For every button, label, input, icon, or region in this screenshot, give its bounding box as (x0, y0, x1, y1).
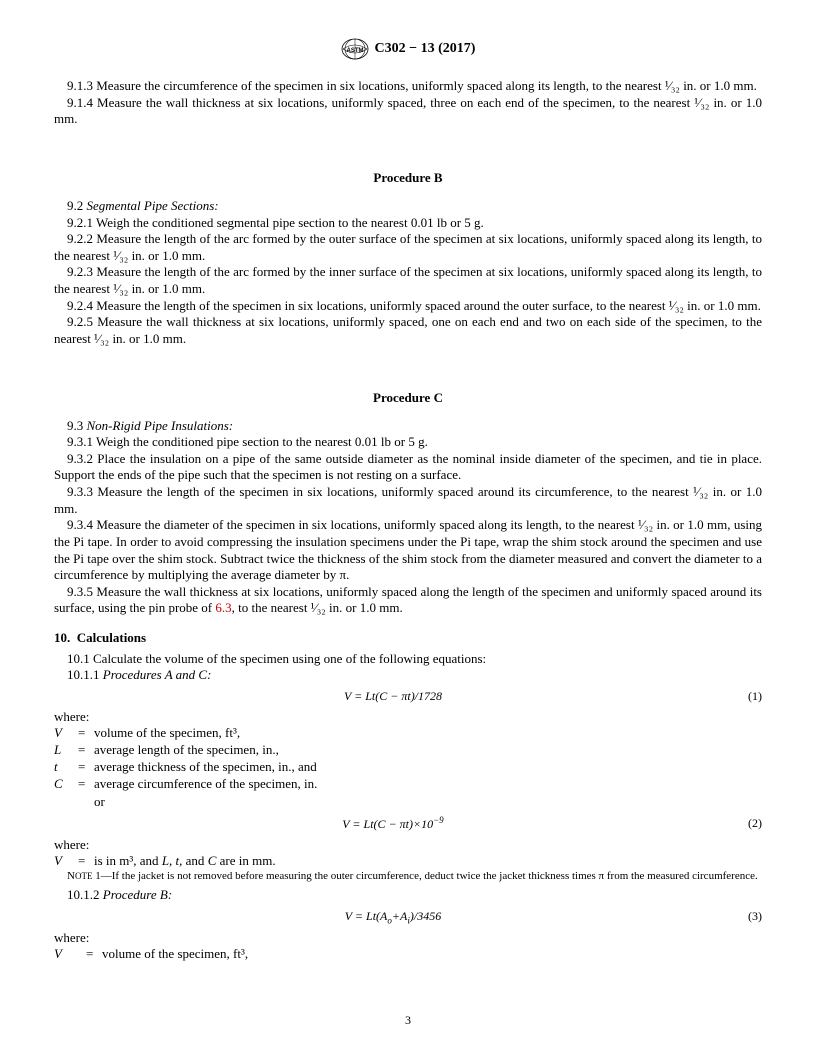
equation-3-number: (3) (732, 909, 762, 924)
where-label-3: where: (54, 930, 762, 946)
equation-3: V = Lt(Ao+Ai)/3456 (3) (54, 909, 762, 925)
or-separator: or (94, 794, 762, 810)
where-list-3: V=volume of the specimen, ft³, (54, 946, 762, 963)
para-9-2-5: 9.2.5 Measure the wall thickness at six … (54, 314, 762, 347)
para-10-1-2: 10.1.2 Procedure B: (54, 887, 762, 904)
equation-2-number: (2) (732, 816, 762, 831)
equation-1-formula: V = Lt(C − πt)/1728 (54, 689, 732, 704)
where-label-1: where: (54, 709, 762, 725)
equation-1: V = Lt(C − πt)/1728 (1) (54, 689, 762, 704)
para-9-3-4: 9.3.4 Measure the diameter of the specim… (54, 517, 762, 584)
where-label-2: where: (54, 837, 762, 853)
note-1: NOTE 1—If the jacket is not removed befo… (54, 870, 762, 884)
ref-link-6-3[interactable]: 6.3 (215, 600, 231, 615)
para-9-2-2: 9.2.2 Measure the length of the arc form… (54, 231, 762, 264)
para-9-3: 9.3 Non-Rigid Pipe Insulations: (54, 418, 762, 435)
astm-logo: ASTM (341, 38, 369, 60)
svg-text:ASTM: ASTM (346, 48, 363, 54)
para-9-3-1: 9.3.1 Weigh the conditioned pipe section… (54, 434, 762, 451)
procedure-b-heading: Procedure B (54, 170, 762, 186)
equation-1-number: (1) (732, 689, 762, 704)
equation-2: V = Lt(C − πt)×10−9 (2) (54, 815, 762, 832)
para-9-1-4: 9.1.4 Measure the wall thickness at six … (54, 95, 762, 128)
where-list-1: V=volume of the specimen, ft³, L=average… (54, 725, 762, 793)
section-10-title: 10. Calculations (54, 630, 762, 647)
document-title: C302 − 13 (2017) (375, 41, 476, 57)
para-10-1: 10.1 Calculate the volume of the specime… (54, 651, 762, 668)
para-9-2-3: 9.2.3 Measure the length of the arc form… (54, 264, 762, 297)
procedure-c-heading: Procedure C (54, 390, 762, 406)
equation-2-formula: V = Lt(C − πt)×10−9 (54, 815, 732, 832)
para-10-1-1: 10.1.1 Procedures A and C: (54, 667, 762, 684)
page-number: 3 (0, 1013, 816, 1028)
note-1-label: NOTE 1— (67, 870, 112, 882)
para-9-3-3: 9.3.3 Measure the length of the specimen… (54, 484, 762, 517)
para-9-2-4: 9.2.4 Measure the length of the specimen… (54, 298, 762, 315)
para-9-1-3: 9.1.3 Measure the circumference of the s… (54, 78, 762, 95)
equation-3-formula: V = Lt(Ao+Ai)/3456 (54, 909, 732, 925)
para-9-2-1: 9.2.1 Weigh the conditioned segmental pi… (54, 215, 762, 232)
para-9-3-5: 9.3.5 Measure the wall thickness at six … (54, 584, 762, 617)
para-9-2: 9.2 Segmental Pipe Sections: (54, 198, 762, 215)
document-header: ASTM C302 − 13 (2017) (54, 38, 762, 64)
para-9-3-2: 9.3.2 Place the insulation on a pipe of … (54, 451, 762, 484)
where-list-2: V=is in m³, and L, t, and C are in mm. (54, 853, 762, 870)
